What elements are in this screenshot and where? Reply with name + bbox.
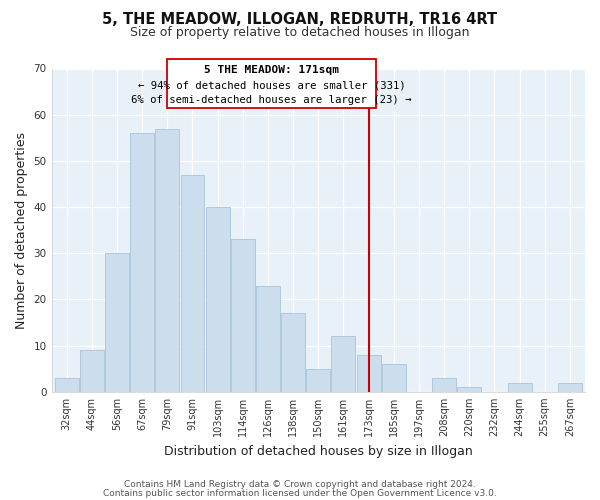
- X-axis label: Distribution of detached houses by size in Illogan: Distribution of detached houses by size …: [164, 444, 473, 458]
- Bar: [508, 382, 532, 392]
- Bar: [457, 387, 481, 392]
- Bar: [558, 382, 582, 392]
- Text: 5 THE MEADOW: 171sqm: 5 THE MEADOW: 171sqm: [204, 65, 339, 75]
- Bar: [356, 355, 380, 392]
- Text: Contains public sector information licensed under the Open Government Licence v3: Contains public sector information licen…: [103, 488, 497, 498]
- Bar: [206, 207, 230, 392]
- Bar: [281, 314, 305, 392]
- Bar: [155, 128, 179, 392]
- Text: 6% of semi-detached houses are larger (23) →: 6% of semi-detached houses are larger (2…: [131, 96, 412, 106]
- Bar: [307, 368, 330, 392]
- Y-axis label: Number of detached properties: Number of detached properties: [15, 132, 28, 328]
- Bar: [130, 133, 154, 392]
- Text: Size of property relative to detached houses in Illogan: Size of property relative to detached ho…: [130, 26, 470, 39]
- Bar: [331, 336, 355, 392]
- Bar: [382, 364, 406, 392]
- Bar: [55, 378, 79, 392]
- Text: Contains HM Land Registry data © Crown copyright and database right 2024.: Contains HM Land Registry data © Crown c…: [124, 480, 476, 489]
- Bar: [105, 253, 129, 392]
- Text: ← 94% of detached houses are smaller (331): ← 94% of detached houses are smaller (33…: [138, 80, 406, 90]
- Text: 5, THE MEADOW, ILLOGAN, REDRUTH, TR16 4RT: 5, THE MEADOW, ILLOGAN, REDRUTH, TR16 4R…: [103, 12, 497, 28]
- Bar: [432, 378, 456, 392]
- Bar: [80, 350, 104, 392]
- Bar: [231, 240, 255, 392]
- Bar: [181, 174, 205, 392]
- Bar: [256, 286, 280, 392]
- FancyBboxPatch shape: [167, 60, 376, 108]
